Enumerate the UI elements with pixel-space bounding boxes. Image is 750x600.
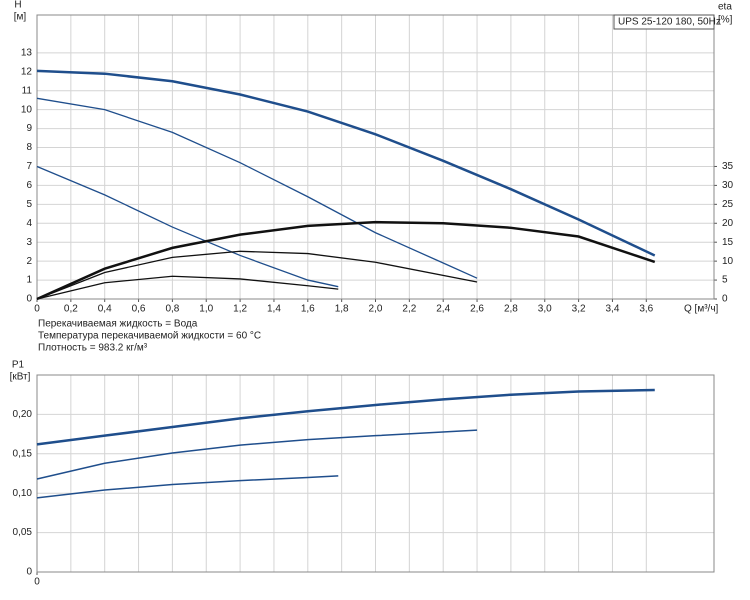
y2-tick-label: 25 bbox=[722, 199, 734, 210]
legend-text: UPS 25-120 180, 50Hz bbox=[618, 17, 721, 28]
plot-frame bbox=[36, 14, 715, 300]
y-tick-label: 12 bbox=[21, 66, 33, 77]
plot-frame bbox=[36, 374, 715, 573]
curve bbox=[36, 69, 656, 257]
note: Плотность = 983.2 кг/м³ bbox=[38, 343, 148, 354]
x-tick-label: 0 bbox=[34, 577, 40, 588]
x-tick-label: 0,6 bbox=[132, 304, 146, 315]
y2-tick-label: 5 bbox=[722, 275, 728, 286]
x-axis-label: Q [м³/ч] bbox=[684, 304, 719, 315]
y-axis-label: H bbox=[14, 0, 21, 11]
y-tick-label: 1 bbox=[26, 275, 32, 286]
curve bbox=[36, 429, 478, 480]
x-tick-label: 0,8 bbox=[165, 304, 179, 315]
y-tick-label: 3 bbox=[26, 237, 32, 248]
y-tick-label: 11 bbox=[22, 85, 33, 96]
x-tick-label: 1,2 bbox=[233, 304, 247, 315]
y-tick-label: 0,05 bbox=[13, 527, 33, 538]
y-tick-label: 13 bbox=[21, 48, 33, 59]
y-tick-label: 9 bbox=[26, 123, 32, 134]
x-tick-label: 2,0 bbox=[369, 304, 383, 315]
curve bbox=[36, 275, 339, 300]
x-tick-label: 1,4 bbox=[267, 304, 281, 315]
x-tick-label: 0,2 bbox=[64, 304, 78, 315]
y-tick-label: 7 bbox=[26, 161, 32, 172]
y-axis-label: P1 bbox=[12, 360, 25, 371]
y-tick-label: 5 bbox=[26, 199, 32, 210]
x-tick-label: 0,4 bbox=[98, 304, 112, 315]
y2-tick-label: 0 bbox=[722, 294, 728, 305]
y-tick-label: 0,10 bbox=[13, 488, 33, 499]
y-axis-unit: [кВт] bbox=[10, 372, 31, 383]
y2-tick-label: 30 bbox=[722, 180, 734, 191]
legend-box bbox=[613, 14, 715, 30]
x-tick-label: 2,8 bbox=[504, 304, 518, 315]
x-tick-label: 2,2 bbox=[402, 304, 416, 315]
y2-tick-label: 20 bbox=[722, 218, 734, 229]
x-tick-label: 1,8 bbox=[335, 304, 349, 315]
y-tick-label: 10 bbox=[21, 104, 33, 115]
y-tick-label: 6 bbox=[26, 180, 32, 191]
y-tick-label: 0 bbox=[26, 567, 32, 578]
note: Перекачиваемая жидкость = Вода bbox=[38, 319, 198, 330]
x-tick-label: 1,0 bbox=[199, 304, 213, 315]
curve bbox=[36, 388, 655, 446]
x-tick-label: 2,4 bbox=[436, 304, 450, 315]
x-tick-label: 3,2 bbox=[572, 304, 586, 315]
x-tick-label: 0 bbox=[34, 304, 40, 315]
x-tick-label: 3,0 bbox=[538, 304, 552, 315]
y-tick-label: 2 bbox=[26, 256, 32, 267]
y2-tick-label: 15 bbox=[722, 237, 734, 248]
y2-tick-label: 10 bbox=[722, 256, 734, 267]
y-tick-label: 0 bbox=[26, 294, 32, 305]
x-tick-label: 3,4 bbox=[605, 304, 619, 315]
curve bbox=[36, 220, 656, 301]
x-tick-label: 3,6 bbox=[639, 304, 653, 315]
y2-tick-label: 35 bbox=[722, 161, 734, 172]
curve bbox=[36, 97, 478, 279]
curve bbox=[36, 475, 339, 499]
curve bbox=[36, 250, 478, 300]
y-tick-label: 0,20 bbox=[13, 409, 33, 420]
y-axis-unit: [м] bbox=[14, 12, 27, 23]
note: Температура перекачиваемой жидкости = 60… bbox=[38, 331, 261, 342]
y-tick-label: 4 bbox=[26, 218, 32, 229]
y-tick-label: 0,15 bbox=[13, 448, 33, 459]
y2-axis-label: eta bbox=[718, 2, 732, 13]
y2-axis-unit: [%] bbox=[718, 15, 733, 26]
x-tick-label: 1,6 bbox=[301, 304, 315, 315]
y-tick-label: 8 bbox=[26, 142, 32, 153]
x-tick-label: 2,6 bbox=[470, 304, 484, 315]
